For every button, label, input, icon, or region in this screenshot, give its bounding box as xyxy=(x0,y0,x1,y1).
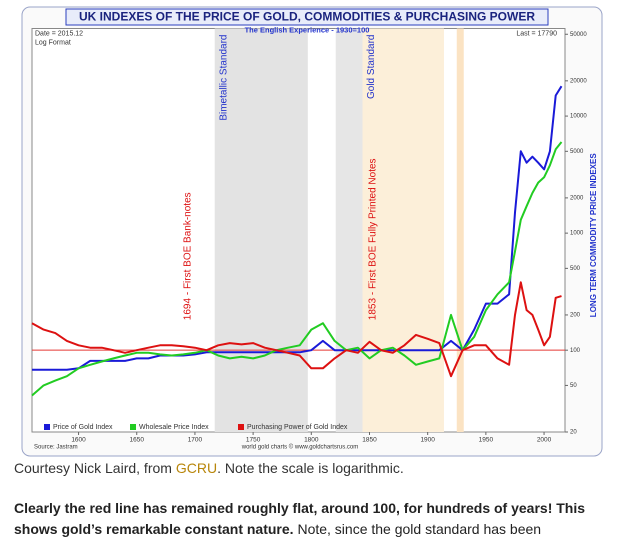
x-tick-label: 1850 xyxy=(362,437,377,444)
series-line xyxy=(32,85,563,371)
y-tick-label: 20000 xyxy=(570,78,587,84)
chart: UK INDEXES OF THE PRICE OF GOLD, COMMODI… xyxy=(21,6,603,457)
chart-title: UK INDEXES OF THE PRICE OF GOLD, COMMODI… xyxy=(79,10,535,24)
x-tick-label: 1800 xyxy=(304,437,319,444)
band-label: Gold Standard xyxy=(366,35,377,100)
legend-label: Price of Gold Index xyxy=(53,424,113,431)
band xyxy=(214,28,308,432)
band-label: Bimetallic Standard xyxy=(218,34,229,120)
paragraph: Clearly the red line has remained roughl… xyxy=(14,498,614,540)
bold-text: Clearly the red line has remained roughl… xyxy=(14,500,586,537)
y-tick-label: 5000 xyxy=(570,149,584,155)
y-tick-label: 100 xyxy=(570,348,581,354)
subtitle: The English Experience - 1930=100 xyxy=(245,25,370,34)
last-label: Last = 17790 xyxy=(516,30,557,37)
band xyxy=(362,28,444,432)
legend-label: Purchasing Power of Gold Index xyxy=(247,424,348,431)
x-tick-label: 2000 xyxy=(537,437,552,444)
x-tick-label: 1600 xyxy=(71,437,86,444)
x-tick-label: 1700 xyxy=(188,437,203,444)
annotation: 1853 - First BOE Fully Printed Notes xyxy=(368,158,379,320)
caption: Courtesy Nick Laird, from GCRU. Note the… xyxy=(14,460,614,476)
y-tick-label: 10000 xyxy=(570,114,587,120)
legend-swatch xyxy=(44,424,50,430)
band xyxy=(456,28,464,432)
y-axis-title: LONG TERM COMMODITY PRICE INDEXES xyxy=(589,153,598,318)
legend-label: Wholesale Price Index xyxy=(139,424,209,431)
y-tick-label: 500 xyxy=(570,266,581,272)
band xyxy=(335,28,363,432)
annotation: 1694 - First BOE Bank-notes xyxy=(183,192,194,320)
body-text: Note, since the gold standard has been xyxy=(293,521,542,537)
series-line xyxy=(31,281,562,378)
y-tick-label: 2000 xyxy=(570,195,584,201)
legend-swatch xyxy=(238,424,244,430)
credit: world gold charts © www.goldchartsrus.co… xyxy=(241,444,358,451)
y-tick-label: 50000 xyxy=(570,32,587,38)
caption-text: Courtesy Nick Laird, from xyxy=(14,460,176,476)
series-line xyxy=(31,141,563,397)
x-tick-label: 1950 xyxy=(479,437,494,444)
y-tick-label: 1000 xyxy=(570,231,584,237)
source: Source: Jastram xyxy=(34,445,78,451)
y-tick-label: 20 xyxy=(570,430,577,436)
x-tick-label: 1750 xyxy=(246,437,261,444)
caption-text: . Note the scale is logarithmic. xyxy=(217,460,404,476)
link[interactable]: GCRU xyxy=(175,460,218,476)
x-tick-label: 1650 xyxy=(130,437,145,444)
title-box xyxy=(65,8,549,26)
date-label: Date = 2015.12 xyxy=(35,30,83,37)
legend-swatch xyxy=(130,424,136,430)
x-tick-label: 1900 xyxy=(420,437,435,444)
y-tick-label: 200 xyxy=(570,313,581,319)
y-tick-label: 50 xyxy=(570,383,577,389)
format-label: Log Format xyxy=(35,39,71,46)
